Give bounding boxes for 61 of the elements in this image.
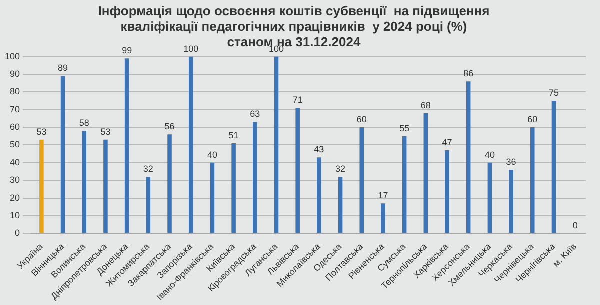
data-label: 99 <box>122 46 132 56</box>
y-tick-label: 50 <box>10 140 20 150</box>
bar <box>82 131 87 234</box>
bar <box>232 143 236 234</box>
data-label: 60 <box>528 114 538 125</box>
y-tick-label: 80 <box>10 86 20 97</box>
bar <box>274 56 279 234</box>
data-label: 0 <box>572 220 578 231</box>
data-label: 36 <box>506 156 516 167</box>
y-tick-label: 10 <box>10 210 20 220</box>
data-label: 63 <box>250 109 260 120</box>
y-tick-label: 40 <box>10 157 20 168</box>
bar <box>146 177 151 234</box>
bar <box>253 122 258 234</box>
bar <box>60 76 66 234</box>
data-label: 32 <box>336 164 346 174</box>
bar <box>402 136 407 234</box>
bar <box>424 113 428 234</box>
y-tick-label: 20 <box>10 192 20 203</box>
y-tick-label: 70 <box>10 104 20 114</box>
bar <box>552 101 556 234</box>
data-label: 53 <box>36 126 47 137</box>
bar <box>188 56 194 234</box>
bar <box>381 204 386 234</box>
data-label: 17 <box>378 190 388 201</box>
data-label: 40 <box>207 150 218 160</box>
data-label: 58 <box>79 118 90 128</box>
data-label: 56 <box>164 122 175 132</box>
bar <box>40 140 44 234</box>
bar <box>488 162 492 234</box>
data-label: 40 <box>484 150 495 160</box>
y-tick-label: 0 <box>15 228 20 238</box>
data-label: 51 <box>228 130 239 140</box>
data-label: 43 <box>314 144 324 155</box>
data-label: 71 <box>292 95 303 106</box>
bar <box>445 150 450 234</box>
bar <box>317 158 322 234</box>
data-label: 86 <box>464 68 474 79</box>
data-label: 32 <box>143 164 154 174</box>
bar <box>360 128 364 234</box>
bar <box>296 108 300 234</box>
data-label: 89 <box>58 63 68 74</box>
y-tick-label: 100 <box>4 51 20 62</box>
y-tick-label: 30 <box>10 175 20 186</box>
data-label: 75 <box>548 88 559 98</box>
data-label: 55 <box>400 123 410 134</box>
y-tick-label: 60 <box>10 122 20 132</box>
data-label: 60 <box>356 114 367 125</box>
data-label: 47 <box>442 138 452 148</box>
data-label: 100 <box>184 44 199 54</box>
bar <box>104 140 108 234</box>
bar <box>530 128 535 234</box>
data-label: 68 <box>420 100 431 110</box>
bar <box>509 170 514 234</box>
bar <box>168 134 172 234</box>
bar <box>124 58 130 234</box>
y-tick-label: 90 <box>10 68 20 79</box>
data-label: 53 <box>100 126 111 137</box>
bar <box>338 177 343 234</box>
bar <box>466 82 471 234</box>
bar <box>210 162 215 234</box>
